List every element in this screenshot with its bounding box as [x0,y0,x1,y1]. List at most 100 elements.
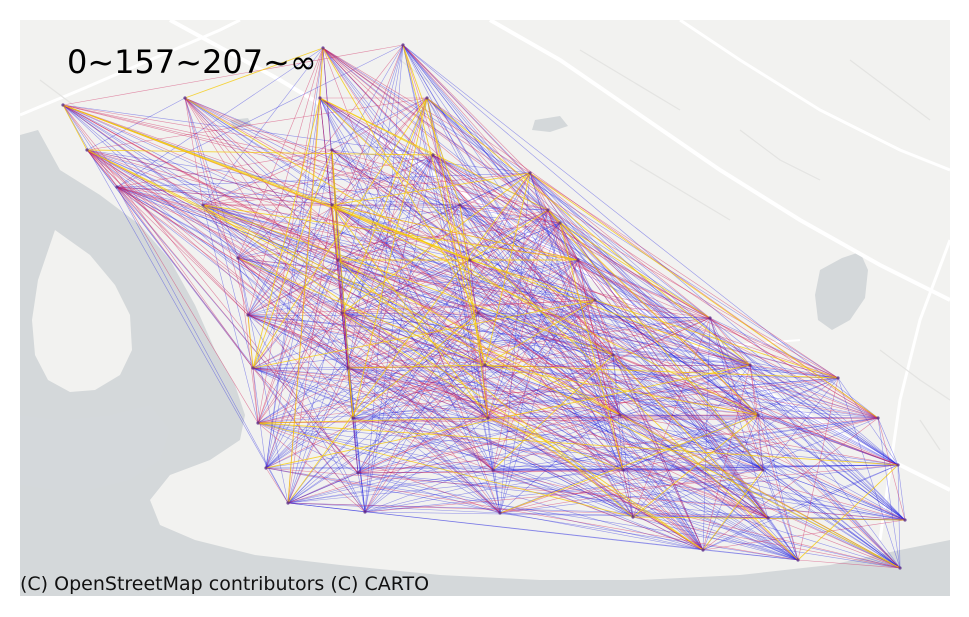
flow-edge [287,469,624,504]
network-node [483,363,487,367]
flow-edge [62,104,88,151]
flow-edge [331,204,901,569]
flow-edge [86,149,359,474]
flow-edge [341,259,471,314]
flow-edge [86,97,428,151]
network-node [351,416,355,420]
network-node [61,103,65,107]
flow-edge [116,186,634,518]
flow-edge [341,312,494,471]
flow-edge [341,299,596,314]
network-node [363,510,367,514]
flow-edge [341,97,428,314]
flow-edge [322,47,561,224]
flow-edge [331,204,579,261]
flow-edge [487,209,549,419]
network-node [631,515,635,519]
flow-edge [492,354,614,471]
flow-edge [184,97,839,379]
flow-edge [469,259,799,561]
flow-edge [477,209,549,314]
flow-edge [402,44,561,224]
flow-edge [594,299,759,416]
flow-edge [116,186,494,471]
flow-edge [184,97,704,551]
flow-edge [577,259,839,379]
flow-edge [322,47,579,261]
flow-edge [837,377,901,569]
flow-edge [632,516,799,561]
flow-edge [257,204,333,424]
flow-edge [247,314,764,471]
flow-edge [559,222,704,551]
flow-edge [347,367,621,416]
flow-edge [319,97,899,466]
flow-edge [477,222,561,314]
flow-edge [702,549,799,561]
flow-edge [116,186,839,379]
flow-edge [287,204,333,504]
flow-edge [341,312,901,569]
flow-edge [357,469,764,474]
flow-edge [86,149,901,569]
flow-edge [237,44,404,259]
network-node [318,96,322,100]
flow-edge [426,97,899,466]
flow-edge [202,204,354,419]
flow-edge [62,104,899,466]
river [20,130,950,596]
flow-edge [709,317,751,366]
flow-edge [86,97,186,151]
flow-edge [352,312,479,419]
flow-network [61,43,907,570]
flow-edge [247,314,901,569]
flow-edge [252,367,354,419]
flow-edge [459,204,471,261]
flow-edge [749,364,764,471]
map-attribution: (C) OpenStreetMap contributors (C) CARTO [20,573,430,595]
flow-edge [622,414,759,471]
flow-edge [337,259,751,366]
flow-edge [287,502,799,561]
network-node [796,558,800,562]
flow-edge [252,299,596,369]
flow-edge [877,417,906,521]
flow-edge [287,97,428,504]
flow-edge [252,367,489,419]
flow-edge [265,97,321,469]
flow-edge [116,44,404,188]
flow-edge [86,149,899,466]
flow-edge [702,414,759,551]
flow-edge [347,209,549,369]
flow-edge [331,154,434,206]
flow-edge [469,259,704,551]
network-node [201,203,205,207]
flow-edge [322,47,634,518]
flow-edge [612,354,769,519]
flow-edge [459,204,489,419]
flow-edge [529,172,879,419]
flow-edge [459,204,561,224]
flow-edge [492,469,799,561]
flow-edge [492,469,501,514]
flow-edge [547,209,764,471]
flow-edge [364,364,486,513]
flow-edge [184,97,349,369]
flow-edge [116,186,879,419]
flow-edge [252,367,839,379]
flow-edge [352,154,434,419]
flow-edge [547,209,711,319]
flow-edge [484,172,531,366]
flow-edge [529,172,839,379]
flow-edge [257,44,404,424]
flow-edge [116,186,259,424]
flow-edge [331,204,704,551]
flow-edge [426,97,549,211]
network-node [761,468,765,472]
flow-edge [709,317,879,419]
flow-edge [202,172,531,206]
flow-edge [116,186,549,211]
network-node [246,313,250,317]
flow-edge [702,519,906,551]
flow-edge [331,97,428,206]
